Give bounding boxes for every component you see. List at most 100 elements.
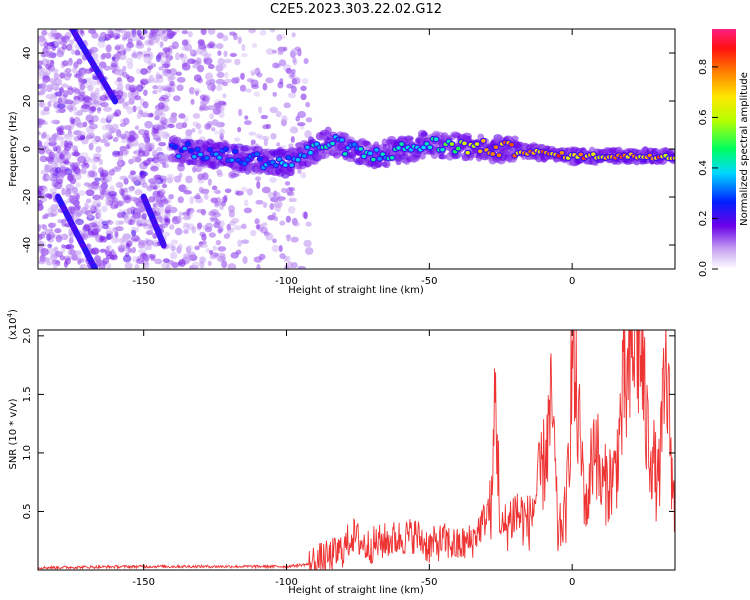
heatmap-noise-speckle	[78, 189, 86, 197]
heatmap-noise-speckle	[91, 100, 101, 108]
heatmap-noise-speckle	[115, 220, 121, 226]
heatmap-noise-speckle	[189, 210, 194, 218]
heatmap-noise-speckle	[116, 225, 125, 232]
heatmap-noise-speckle	[89, 203, 96, 212]
heatmap-ridge-halo	[438, 154, 448, 160]
heatmap-noise-speckle	[41, 67, 46, 74]
heatmap-noise-speckle	[38, 203, 44, 210]
heatmap-noise-speckle	[129, 143, 134, 148]
heatmap-noise-speckle	[271, 49, 278, 54]
heatmap-noise-speckle	[55, 109, 61, 114]
heatmap-noise-speckle	[109, 254, 118, 261]
heatmap-noise-speckle	[202, 172, 209, 181]
heatmap-noise-speckle	[262, 135, 270, 141]
heatmap-noise-speckle	[38, 233, 43, 241]
heatmap-noise-speckle	[284, 181, 291, 186]
heatmap-noise-speckle	[290, 136, 295, 143]
heatmap-noise-speckle	[152, 185, 158, 191]
heatmap-noise-speckle	[203, 57, 213, 65]
heatmap-noise-speckle	[289, 72, 295, 79]
heatmap-noise-speckle	[73, 111, 83, 116]
heatmap-noise-speckle	[65, 43, 73, 51]
heatmap-noise-speckle	[286, 261, 293, 269]
heatmap-noise-speckle	[151, 149, 158, 158]
heatmap-noise-speckle	[38, 190, 42, 198]
heatmap-noise-speckle	[116, 133, 121, 139]
heatmap-noise-speckle	[114, 45, 121, 51]
heatmap-noise-speckle	[251, 42, 258, 49]
heatmap-noise-speckle	[105, 245, 110, 254]
heatmap-noise-speckle	[229, 52, 238, 58]
heatmap-noise-speckle	[178, 184, 187, 193]
heatmap-noise-speckle	[75, 218, 84, 226]
heatmap-noise-speckle	[101, 124, 110, 131]
heatmap-ridge-core	[509, 142, 514, 147]
heatmap-noise-speckle	[200, 29, 207, 36]
heatmap-noise-speckle	[64, 142, 74, 149]
heatmap-noise-speckle	[227, 263, 237, 269]
heatmap-noise-speckle	[139, 170, 147, 179]
heatmap-noise-speckle	[159, 195, 167, 203]
heatmap-noise-speckle	[54, 228, 62, 234]
top-xtick-label: -50	[421, 276, 437, 287]
heatmap-noise-speckle	[136, 112, 142, 119]
heatmap-noise-speckle	[92, 194, 101, 201]
heatmap-noise-speckle	[269, 202, 275, 210]
heatmap-noise-speckle	[77, 155, 87, 164]
heatmap-noise-speckle	[178, 259, 186, 267]
top-ylabel: Frequency (Hz)	[8, 111, 19, 187]
heatmap-noise-speckle	[143, 261, 150, 269]
heatmap-ridge-core	[254, 152, 260, 156]
heatmap-ridge-halo	[363, 140, 372, 149]
heatmap-ridge-core	[339, 138, 345, 142]
heatmap-noise-speckle	[305, 221, 312, 227]
heatmap-noise-speckle	[276, 142, 281, 147]
heatmap-noise-speckle	[56, 103, 66, 109]
heatmap-ridge-core	[380, 152, 385, 157]
heatmap-noise-speckle	[237, 36, 242, 45]
heatmap-noise-speckle	[55, 145, 62, 154]
heatmap-noise-speckle	[259, 29, 267, 36]
heatmap-noise-speckle	[132, 175, 141, 183]
heatmap-noise-speckle	[56, 173, 65, 180]
heatmap-noise-speckle	[61, 218, 67, 227]
heatmap-noise-speckle	[197, 129, 203, 135]
heatmap-ridge-core	[330, 141, 335, 146]
heatmap-noise-speckle	[159, 202, 165, 207]
heatmap-noise-speckle	[38, 60, 43, 66]
heatmap-noise-speckle	[278, 59, 287, 67]
heatmap-noise-speckle	[154, 115, 161, 121]
heatmap-noise-speckle	[206, 105, 216, 111]
heatmap-noise-speckle	[117, 158, 122, 167]
heatmap-noise-speckle	[69, 116, 75, 124]
heatmap-noise-speckle	[162, 29, 167, 35]
heatmap-noise-speckle	[191, 128, 196, 133]
heatmap-ridge-core	[433, 137, 439, 142]
heatmap-noise-speckle	[265, 77, 274, 84]
heatmap-ridge-core	[371, 157, 376, 162]
heatmap-noise-speckle	[122, 104, 129, 110]
heatmap-noise-speckle	[281, 187, 288, 194]
heatmap-noise-speckle	[185, 129, 193, 137]
heatmap-noise-speckle	[219, 204, 224, 211]
heatmap-noise-speckle	[168, 260, 175, 265]
heatmap-noise-speckle	[273, 216, 279, 222]
heatmap-noise-speckle	[143, 55, 152, 64]
heatmap-noise-speckle	[167, 123, 175, 129]
heatmap-noise-speckle	[122, 254, 132, 263]
heatmap-noise-speckle	[266, 48, 274, 55]
heatmap-noise-speckle	[150, 165, 159, 172]
top-xtick-label: -150	[132, 276, 155, 287]
heatmap-noise-speckle	[97, 40, 106, 49]
heatmap-noise-speckle	[195, 57, 202, 66]
heatmap-noise-speckle	[224, 188, 232, 194]
heatmap-noise-speckle	[185, 175, 193, 184]
heatmap-noise-speckle	[170, 251, 178, 260]
heatmap-noise-speckle	[183, 116, 189, 123]
heatmap-ridge-core	[232, 149, 238, 154]
heatmap-noise-speckle	[95, 145, 102, 153]
heatmap-noise-speckle	[243, 120, 252, 126]
heatmap-noise-speckle	[91, 115, 99, 123]
heatmap-noise-speckle	[79, 152, 89, 157]
